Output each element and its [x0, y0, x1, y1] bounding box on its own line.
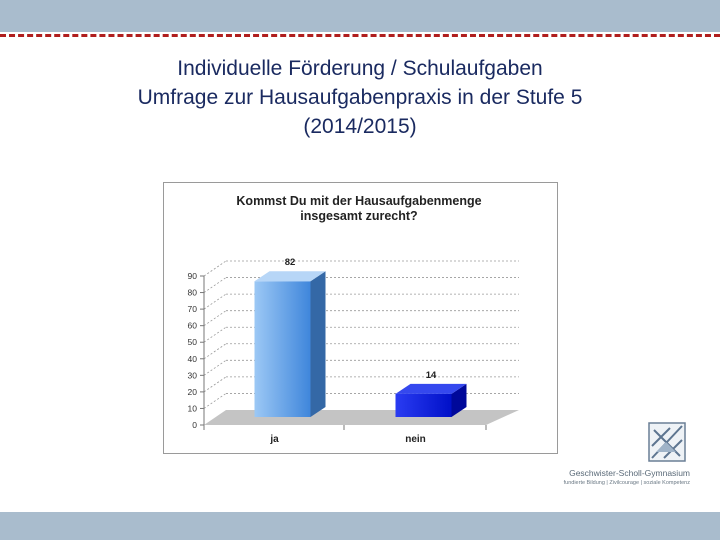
gridline-side — [203, 293, 227, 310]
gridline-side — [203, 360, 227, 376]
bar-chart: Kommst Du mit der Hausaufgabenmenge insg… — [188, 194, 519, 445]
chart-frame: Kommst Du mit der Hausaufgabenmenge insg… — [163, 182, 558, 454]
y-tick-label: 0 — [192, 420, 197, 430]
y-tick-label: 10 — [188, 403, 198, 413]
y-tick-label: 80 — [188, 288, 198, 298]
y-tick-label: 60 — [188, 321, 198, 331]
school-logo: Geschwister-Scholl-Gymnasium fundierte B… — [530, 422, 700, 492]
gridline-side — [203, 393, 227, 409]
header-bar — [0, 0, 720, 32]
data-label-ja: 82 — [285, 257, 296, 268]
chart-title-line-1: Kommst Du mit der Hausaufgabenmenge — [236, 194, 481, 208]
y-tick-label: 70 — [188, 304, 198, 314]
gridline-side — [203, 343, 227, 360]
bar-nein — [395, 393, 452, 417]
gridline-side — [203, 277, 227, 293]
gridline-side — [203, 326, 227, 343]
gridline-side — [203, 376, 227, 393]
bar-top-ja — [254, 271, 326, 282]
gridline-side — [203, 260, 227, 277]
school-tagline: fundierte Bildung | Zivilcourage | sozia… — [563, 480, 690, 486]
bar-top-nein — [395, 383, 467, 394]
chart-title-line-2: insgesamt zurecht? — [300, 209, 417, 223]
y-tick-label: 40 — [188, 354, 198, 364]
slide-title-line-3: (2014/2015) — [303, 115, 417, 138]
slide-title-line-1: Individuelle Förderung / Schulaufgaben — [177, 57, 543, 80]
school-name: Geschwister-Scholl-Gymnasium — [569, 468, 690, 478]
slide-title: Individuelle Förderung / Schulaufgaben U… — [60, 54, 660, 141]
y-tick-label: 90 — [188, 271, 198, 281]
floor — [204, 410, 519, 425]
x-tick-label-ja: ja — [269, 434, 279, 445]
gridline-side — [203, 310, 227, 326]
bar-side-nein — [451, 383, 467, 417]
y-tick-label: 50 — [188, 337, 198, 347]
slide-title-line-2: Umfrage zur Hausaufgabenpraxis in der St… — [137, 86, 583, 109]
y-tick-label: 20 — [188, 387, 198, 397]
school-logo-mark — [648, 422, 686, 462]
plot-area: 0 10 20 30 40 50 60 70 80 90 82 ja 14 nein — [188, 257, 519, 445]
dashed-rule — [0, 34, 720, 37]
x-tick-label-nein: nein — [405, 434, 426, 445]
data-label-nein: 14 — [426, 370, 437, 381]
bar-side-ja — [310, 271, 326, 417]
y-tick-label: 30 — [188, 370, 198, 380]
bar-ja — [254, 281, 311, 417]
footer-bar — [0, 512, 720, 540]
